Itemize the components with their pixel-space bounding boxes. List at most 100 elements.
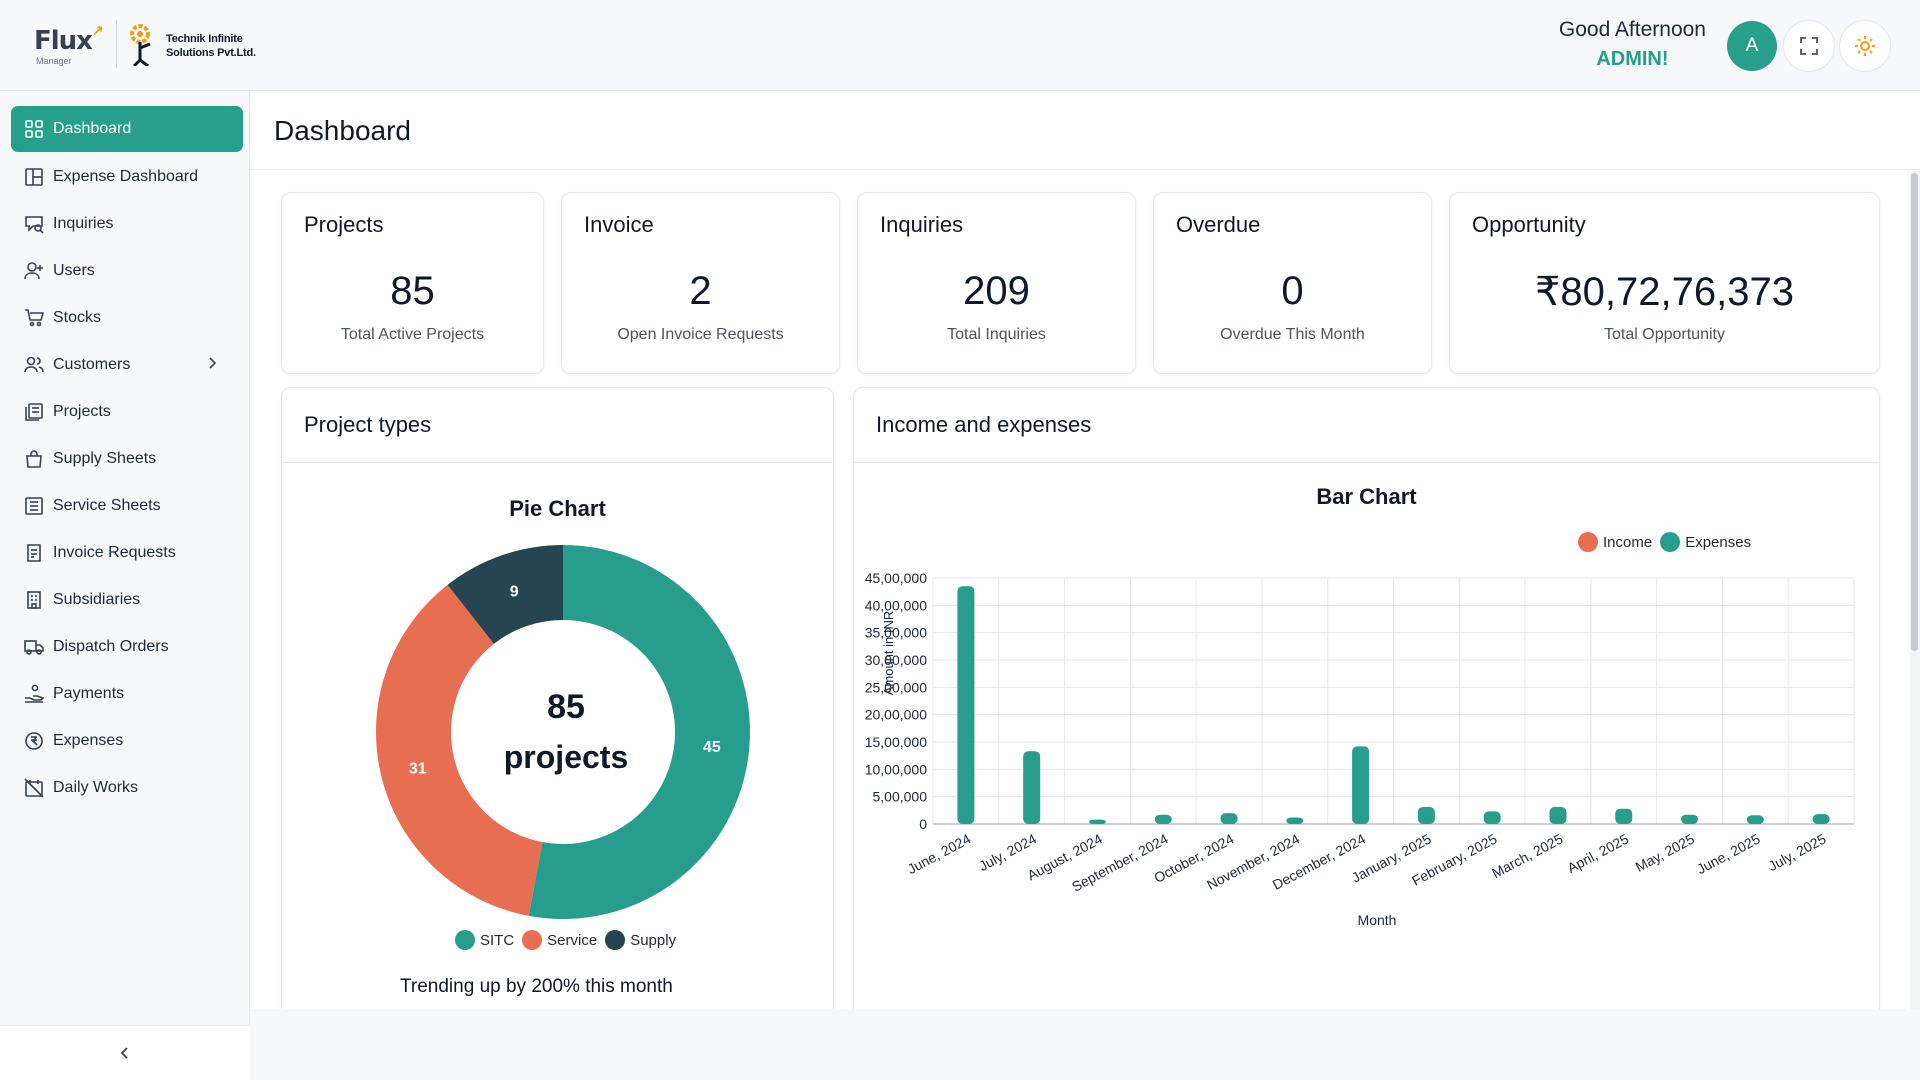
panel-title: Project types <box>304 412 432 437</box>
panel-divider <box>282 462 833 463</box>
page-title: Dashboard <box>274 115 411 146</box>
sun-icon <box>1855 36 1875 56</box>
y-tick-label: 30,00,000 <box>865 652 927 668</box>
stat-card-overdue[interactable]: Overdue 0 Overdue This Month <box>1153 192 1432 374</box>
sidebar-item-daily-works[interactable]: Daily Works <box>11 765 243 811</box>
sidebar-item-stocks[interactable]: Stocks <box>11 295 243 341</box>
expense-bar[interactable] <box>1681 814 1699 824</box>
y-tick-label: 20,00,000 <box>865 707 927 723</box>
expense-bar[interactable] <box>957 586 975 824</box>
sidebar-item-projects[interactable]: Projects <box>11 389 243 435</box>
sidebar-item-label: Customers <box>53 356 131 373</box>
stat-card-opportunity[interactable]: Opportunity ₹80,72,76,373 Total Opportun… <box>1449 192 1880 374</box>
sidebar: Dashboard Expense Dashboard Inquiries Us… <box>0 91 250 1080</box>
expense-bar[interactable] <box>1352 746 1370 824</box>
legend-swatch <box>1660 532 1681 552</box>
stat-card-value: ₹80,72,76,373 <box>1534 270 1794 314</box>
legend-swatch <box>605 930 626 950</box>
y-tick-label: 0 <box>919 816 927 832</box>
fullscreen-icon <box>1800 37 1818 55</box>
x-tick-label: June, 2024 <box>905 830 974 877</box>
pie-slice-label: 31 <box>409 761 427 778</box>
expense-bar[interactable] <box>1417 807 1435 824</box>
x-axis-label: Month <box>1358 912 1397 928</box>
y-tick-label: 10,00,000 <box>865 761 927 777</box>
x-tick-label: May, 2025 <box>1633 830 1698 874</box>
logo-subtext: Manager <box>36 56 72 66</box>
sidebar-item-inquiries[interactable]: Inquiries <box>11 201 243 247</box>
footer-strip <box>250 1009 1920 1080</box>
sidebar-item-label: Invoice Requests <box>53 544 176 561</box>
sidebar-item-subsidiaries[interactable]: Subsidiaries <box>11 577 243 623</box>
pie-chart-title: Pie Chart <box>509 496 606 521</box>
sidebar-item-service-sheets[interactable]: Service Sheets <box>11 483 243 529</box>
stat-card-inquiries[interactable]: Inquiries 209 Total Inquiries <box>857 192 1136 374</box>
fullscreen-button[interactable] <box>1783 20 1835 72</box>
user-name: ADMIN! <box>1596 48 1669 70</box>
sidebar-item-invoice-requests[interactable]: Invoice Requests <box>11 530 243 576</box>
chevron-right-icon <box>209 357 217 369</box>
expense-bar[interactable] <box>1812 814 1830 824</box>
sidebar-item-label: Users <box>53 262 95 279</box>
sidebar-item-expenses[interactable]: Expenses <box>11 718 243 764</box>
y-tick-label: 45,00,000 <box>865 570 927 586</box>
project-types-panel: Project types Pie Chart 45 31 9 85 project… <box>281 387 834 1009</box>
hand-coin-icon <box>24 684 44 704</box>
expense-bar[interactable] <box>1220 813 1238 824</box>
sidebar-item-dashboard[interactable]: Dashboard <box>11 106 243 152</box>
sidebar-item-label: Supply Sheets <box>53 450 157 467</box>
pie-slice-service[interactable] <box>376 584 543 916</box>
theme-toggle-button[interactable] <box>1839 20 1891 72</box>
scrollbar-thumb[interactable] <box>1911 173 1918 651</box>
main-content: Dashboard Projects 85 Total Active Proje… <box>250 91 1920 1009</box>
legend-label: Supply <box>630 931 677 949</box>
trend-text: Trending up by 200% this month <box>400 976 673 997</box>
sidebar-collapse-button[interactable] <box>0 1025 250 1080</box>
bar-chart: 0 5,00,000 10,00,000 15,00,000 20,00,000 25,0… <box>865 570 1855 928</box>
sidebar-item-label: Subsidiaries <box>53 591 141 608</box>
expense-bar[interactable] <box>1483 811 1501 824</box>
sidebar-item-dispatch-orders[interactable]: Dispatch Orders <box>11 624 243 670</box>
expense-bar[interactable] <box>1154 814 1172 824</box>
stat-card-subtitle: Total Active Projects <box>340 326 485 343</box>
pie-slice-supply[interactable] <box>447 545 563 644</box>
sidebar-item-customers[interactable]: Customers <box>11 342 243 388</box>
sidebar-item-label: Payments <box>53 685 125 702</box>
expense-bar[interactable] <box>1615 808 1633 824</box>
stat-card-title: Inquiries <box>880 212 964 237</box>
logo-arrow-icon: ↗ <box>92 22 104 38</box>
avatar[interactable]: A <box>1727 21 1777 71</box>
sidebar-item-label: Expense Dashboard <box>53 168 198 185</box>
legend-swatch <box>455 930 475 950</box>
rupee-circle-icon <box>24 731 44 751</box>
sidebar-item-label: Projects <box>53 403 111 420</box>
cart-icon <box>24 308 44 328</box>
expense-bar[interactable] <box>1088 819 1106 824</box>
legend-label: SITC <box>480 931 515 949</box>
pie-chart: 45 31 9 85 projects <box>376 545 750 919</box>
stat-card-projects[interactable]: Projects 85 Total Active Projects <box>281 192 544 374</box>
x-tick-label: March, 2025 <box>1489 830 1565 881</box>
stat-card-invoice[interactable]: Invoice 2 Open Invoice Requests <box>561 192 840 374</box>
sidebar-item-users[interactable]: Users <box>11 248 243 294</box>
files-icon <box>24 402 44 422</box>
expense-bar[interactable] <box>1023 751 1041 824</box>
expense-bar[interactable] <box>1549 807 1567 824</box>
sidebar-item-label: Inquiries <box>53 215 114 232</box>
stat-card-title: Invoice <box>584 212 654 237</box>
sidebar-item-supply-sheets[interactable]: Supply Sheets <box>11 436 243 482</box>
chevron-left-icon <box>120 1047 128 1059</box>
expense-bar[interactable] <box>1746 815 1764 824</box>
sidebar-item-expense-dashboard[interactable]: Expense Dashboard <box>11 154 243 200</box>
expense-bar[interactable] <box>1286 817 1304 824</box>
y-axis-label: Amount in INR <box>881 611 896 696</box>
stat-card-subtitle: Total Opportunity <box>1604 326 1725 343</box>
stat-card-value: 85 <box>390 269 435 313</box>
pie-slice-sitc[interactable] <box>528 545 750 919</box>
sidebar-item-payments[interactable]: Payments <box>11 671 243 717</box>
users-icon <box>24 355 44 375</box>
app-logo[interactable]: Flux ↗ Manager Technik Infinite Solution… <box>30 20 260 70</box>
pie-center-label: projects <box>504 739 628 775</box>
greeting-block: Good Afternoon ADMIN! <box>1559 18 1706 71</box>
invoice-icon <box>24 543 44 563</box>
